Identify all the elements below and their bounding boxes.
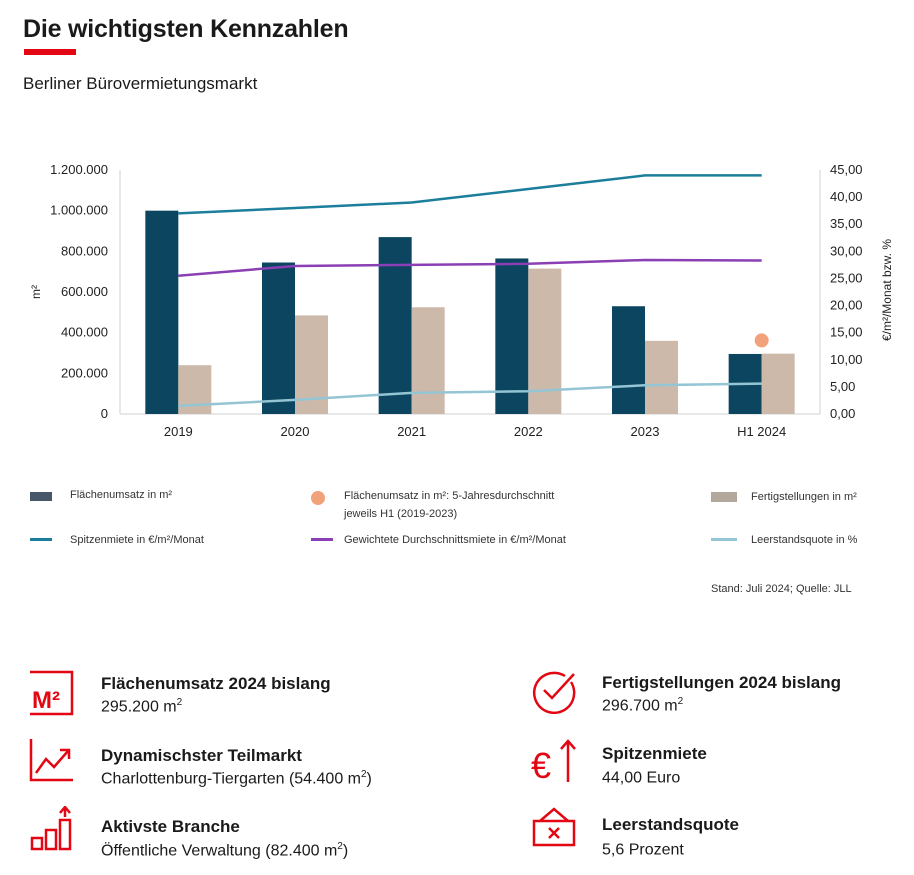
point-fuenfjahresdurchschnitt: [754, 333, 769, 348]
trend-chart-icon: [29, 739, 73, 782]
line-spitzenmiete: [178, 174, 762, 215]
y-tick-label: 600.000: [61, 284, 108, 299]
legend-label-fertigstellungen: Fertigstellungen in m²: [751, 491, 857, 503]
kpi-value: 296.700 m2: [602, 696, 684, 715]
kpi-value: Charlottenburg-Tiergarten (54.400 m2): [101, 769, 372, 788]
checkmark-icon: [532, 671, 576, 714]
y2-tick-label: 5,00: [830, 379, 855, 394]
bar-fertigstellungen: [761, 353, 795, 414]
bar-flaechenumsatz: [612, 306, 645, 414]
vacancy-sign-icon: [532, 807, 576, 847]
y2-tick-label: 40,00: [830, 189, 863, 204]
y2-tick-label: 35,00: [830, 216, 863, 231]
y2-tick-label: 30,00: [830, 243, 863, 258]
legend-swatch-fertigstellungen: [711, 492, 737, 502]
kpi-label: Dynamischster Teilmarkt: [101, 746, 302, 765]
bar-flaechenumsatz: [145, 210, 179, 414]
x-tick-label: 2019: [164, 424, 193, 439]
m2-icon: M²: [30, 670, 74, 716]
kpi-label: Fertigstellungen 2024 bislang: [602, 673, 842, 692]
page-subtitle: Berliner Bürovermietungsmarkt: [23, 74, 258, 93]
y2-tick-label: 20,00: [830, 298, 863, 313]
bar-growth-icon: [30, 806, 72, 851]
kpi-label: Leerstandsquote: [602, 815, 739, 834]
x-tick-label: 2023: [631, 424, 660, 439]
y-tick-label: 1.200.000: [50, 162, 108, 177]
legend-label-fuenfjahres-2: jeweils H1 (2019-2023): [344, 508, 458, 520]
y2-tick-label: 0,00: [830, 406, 855, 421]
kpi-label: Aktivste Branche: [101, 817, 240, 836]
bar-flaechenumsatz: [378, 237, 412, 414]
x-tick-label: 2022: [514, 424, 543, 439]
x-tick-label: 2020: [281, 424, 310, 439]
line-durchschnittsmiete: [178, 258, 762, 277]
kpi-value: 295.200 m2: [101, 697, 183, 716]
y-tick-label: 1.000.000: [50, 203, 108, 218]
kpi-value: 44,00 Euro: [602, 769, 681, 787]
kpi-label: Spitzenmiete: [602, 744, 707, 763]
legend-dot-fuenfjahresdurchschnitt: [311, 491, 325, 505]
legend-line-leerstand: [711, 538, 737, 541]
legend-label-spitzenmiete: Spitzenmiete in €/m²/Monat: [70, 534, 204, 546]
line-leerstandsquote: [178, 382, 762, 408]
x-tick-label: 2021: [397, 424, 426, 439]
y2-tick-label: 25,00: [830, 270, 863, 285]
y2-tick-label: 15,00: [830, 325, 863, 340]
kpi-value: Öffentliche Verwaltung (82.400 m2): [101, 841, 349, 860]
y2-axis-title: €/m²/Monat bzw. %: [880, 239, 894, 341]
kpi-label: Flächenumsatz 2024 bislang: [101, 674, 331, 693]
legend-line-spitzenmiete: [30, 538, 52, 541]
legend-line-durchschnittsmiete: [311, 538, 333, 541]
bar-fertigstellungen: [411, 307, 445, 414]
y-tick-label: 400.000: [61, 325, 108, 340]
y-tick-label: 800.000: [61, 243, 108, 258]
euro-up-icon: €: [531, 739, 576, 784]
bar-flaechenumsatz: [262, 262, 295, 414]
legend-label-leerstand: Leerstandsquote in %: [751, 534, 858, 546]
y-tick-label: 0: [101, 406, 108, 421]
legend-label-durchschnittsmiete: Gewichtete Durchschnittsmiete in €/m²/Mo…: [344, 534, 566, 546]
svg-text:€: €: [531, 745, 551, 784]
y2-tick-label: 45,00: [830, 162, 863, 177]
kpi-value: 5,6 Prozent: [602, 841, 684, 859]
combo-chart: 0 200.000 400.000 600.000 800.000 1.000.000 1.…: [29, 162, 894, 439]
x-tick-label: H1 2024: [737, 424, 786, 439]
legend-label-fuenfjahres-1: Flächenumsatz in m²: 5-Jahresdurchschnit…: [344, 490, 555, 502]
y2-tick-label: 10,00: [830, 352, 863, 367]
source-note: Stand: Juli 2024; Quelle: JLL: [711, 583, 852, 595]
y-tick-label: 200.000: [61, 365, 108, 380]
bar-flaechenumsatz: [495, 258, 529, 414]
svg-text:M²: M²: [32, 687, 60, 714]
title-underline: [24, 49, 76, 55]
page-title: Die wichtigsten Kennzahlen: [23, 15, 349, 43]
legend-swatch-flaechenumsatz: [30, 492, 52, 501]
y-axis-title: m²: [29, 285, 43, 299]
legend-label-flaechenumsatz: Flächenumsatz in m²: [70, 489, 173, 501]
bar-fertigstellungen: [645, 340, 678, 414]
